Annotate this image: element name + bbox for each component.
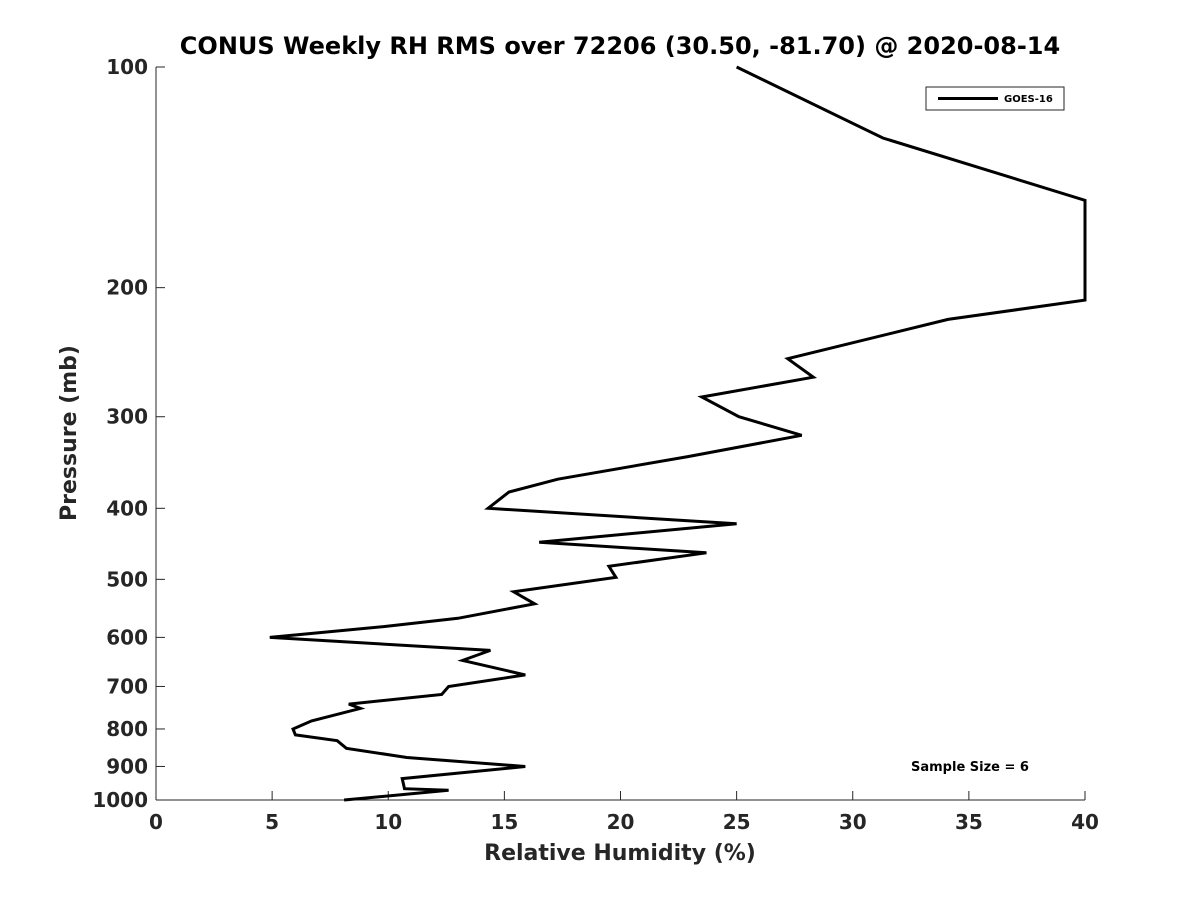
x-tick-label: 40: [1071, 810, 1099, 834]
legend: GOES-16: [925, 86, 1065, 111]
y-tick-label: 600: [106, 625, 148, 649]
x-tick-label: 20: [607, 810, 635, 834]
y-axis-label: Pressure (mb): [57, 345, 82, 521]
chart-title: CONUS Weekly RH RMS over 72206 (30.50, -…: [180, 32, 1060, 60]
x-tick-label: 25: [723, 810, 751, 834]
y-tick-label: 500: [106, 567, 148, 591]
x-tick-label: 5: [265, 810, 279, 834]
x-tick-label: 0: [149, 810, 163, 834]
series-line: [269, 65, 1087, 802]
x-axis-label: Relative Humidity (%): [484, 841, 756, 866]
sample-size-annotation: Sample Size = 6: [911, 760, 1029, 775]
x-tick-label: 10: [374, 810, 402, 834]
y-tick-label: 200: [106, 276, 148, 300]
y-tick-label: 800: [106, 717, 148, 741]
x-tick-label: 15: [490, 810, 518, 834]
y-axis-ticks: 100 200 300 400 500 600 700 800 900 1000: [92, 55, 165, 812]
y-tick-label: 400: [106, 496, 148, 520]
legend-label: GOES-16: [1004, 94, 1053, 105]
x-axis-ticks: 0 5 10 15 20 25 30 35 40: [149, 791, 1099, 834]
y-tick-label: 1000: [92, 788, 148, 812]
y-tick-label: 300: [106, 405, 148, 429]
x-tick-label: 35: [955, 810, 983, 834]
y-tick-label: 700: [106, 674, 148, 698]
y-tick-label: 100: [106, 55, 148, 79]
x-tick-label: 30: [839, 810, 867, 834]
y-tick-label: 900: [106, 754, 148, 778]
plot-area: [156, 67, 1085, 800]
series-layer: [269, 65, 1087, 802]
